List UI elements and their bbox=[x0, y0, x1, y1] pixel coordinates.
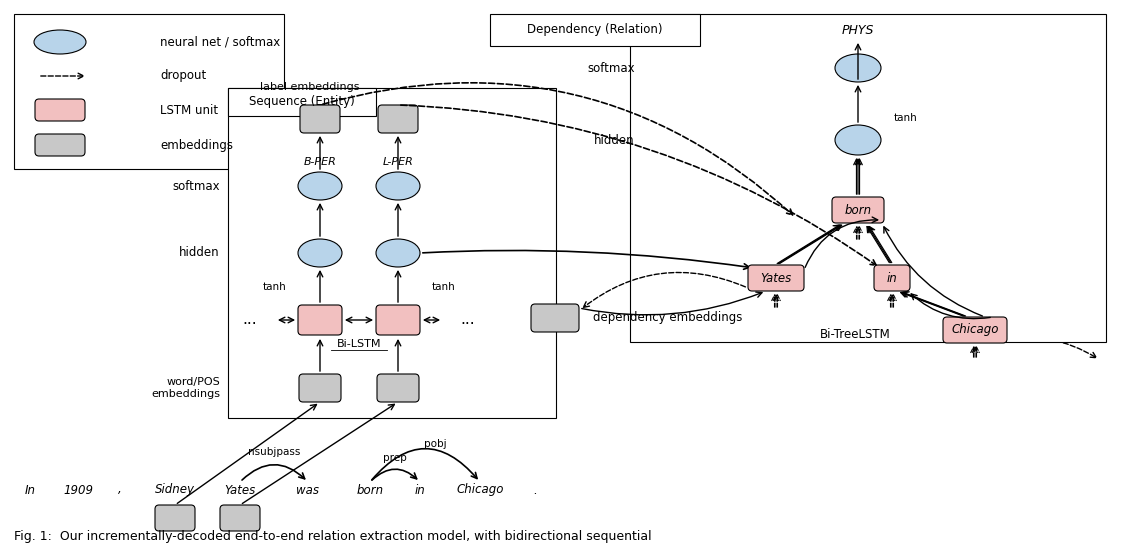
Text: was: was bbox=[296, 484, 320, 497]
Text: Sequence (Entity): Sequence (Entity) bbox=[249, 96, 355, 108]
FancyBboxPatch shape bbox=[298, 374, 341, 402]
Bar bbox=[490, 14, 700, 46]
Ellipse shape bbox=[298, 172, 342, 200]
FancyBboxPatch shape bbox=[376, 305, 420, 335]
Text: softmax: softmax bbox=[588, 61, 635, 75]
Ellipse shape bbox=[835, 54, 881, 82]
FancyBboxPatch shape bbox=[298, 305, 342, 335]
Ellipse shape bbox=[835, 125, 881, 155]
Text: pobj: pobj bbox=[424, 439, 447, 449]
Text: born: born bbox=[357, 484, 384, 497]
Text: .: . bbox=[533, 484, 536, 497]
Bar bbox=[228, 88, 376, 116]
Text: softmax: softmax bbox=[173, 180, 220, 193]
FancyBboxPatch shape bbox=[220, 505, 260, 531]
Text: neural net / softmax: neural net / softmax bbox=[160, 35, 280, 48]
Text: tanh: tanh bbox=[263, 281, 286, 292]
Text: ...: ... bbox=[242, 312, 257, 327]
Ellipse shape bbox=[376, 239, 420, 267]
FancyBboxPatch shape bbox=[378, 105, 419, 133]
Text: born: born bbox=[845, 203, 872, 217]
FancyBboxPatch shape bbox=[874, 265, 910, 291]
Text: ...: ... bbox=[461, 312, 476, 327]
FancyBboxPatch shape bbox=[531, 304, 579, 332]
FancyBboxPatch shape bbox=[942, 317, 1008, 343]
Text: embeddings: embeddings bbox=[160, 139, 233, 151]
Text: dropout: dropout bbox=[160, 70, 206, 83]
Text: L-PER: L-PER bbox=[383, 157, 413, 167]
FancyBboxPatch shape bbox=[155, 505, 195, 531]
Text: Bi-LSTM: Bi-LSTM bbox=[337, 339, 381, 349]
Text: B-PER: B-PER bbox=[304, 157, 337, 167]
Bar bbox=[228, 88, 557, 418]
Ellipse shape bbox=[376, 172, 420, 200]
FancyBboxPatch shape bbox=[35, 99, 85, 121]
Text: hidden: hidden bbox=[180, 246, 220, 259]
Text: in: in bbox=[415, 484, 425, 497]
Text: Fig. 1:  Our incrementally-decoded end-to-end relation extraction model, with bi: Fig. 1: Our incrementally-decoded end-to… bbox=[13, 530, 652, 544]
Bar bbox=[13, 14, 284, 169]
Text: PHYS: PHYS bbox=[842, 23, 874, 36]
Ellipse shape bbox=[34, 30, 86, 54]
Text: ,: , bbox=[118, 484, 122, 497]
Text: in: in bbox=[886, 271, 898, 285]
Text: Yates: Yates bbox=[761, 271, 792, 285]
Text: label embeddings: label embeddings bbox=[260, 82, 360, 92]
Text: dependency embeddings: dependency embeddings bbox=[594, 312, 743, 325]
Bar bbox=[629, 14, 1106, 342]
Ellipse shape bbox=[298, 239, 342, 267]
Text: 1909: 1909 bbox=[63, 484, 93, 497]
Text: hidden: hidden bbox=[595, 133, 635, 146]
FancyBboxPatch shape bbox=[300, 105, 340, 133]
Text: tanh: tanh bbox=[894, 113, 918, 123]
Text: Yates: Yates bbox=[224, 484, 256, 497]
Text: Dependency (Relation): Dependency (Relation) bbox=[527, 23, 663, 36]
Text: Sidney: Sidney bbox=[155, 484, 195, 497]
FancyBboxPatch shape bbox=[748, 265, 804, 291]
Text: Chicago: Chicago bbox=[951, 324, 999, 337]
FancyBboxPatch shape bbox=[35, 134, 85, 156]
Text: tanh: tanh bbox=[432, 281, 456, 292]
Text: In: In bbox=[25, 484, 36, 497]
Text: Bi-TreeLSTM: Bi-TreeLSTM bbox=[820, 329, 891, 342]
Text: word/POS
embeddings: word/POS embeddings bbox=[151, 377, 220, 399]
FancyBboxPatch shape bbox=[833, 197, 884, 223]
Text: Chicago: Chicago bbox=[457, 484, 504, 497]
FancyBboxPatch shape bbox=[377, 374, 419, 402]
Text: prep: prep bbox=[383, 453, 407, 463]
Text: LSTM unit: LSTM unit bbox=[160, 103, 218, 116]
Text: nsubjpass: nsubjpass bbox=[248, 447, 301, 457]
